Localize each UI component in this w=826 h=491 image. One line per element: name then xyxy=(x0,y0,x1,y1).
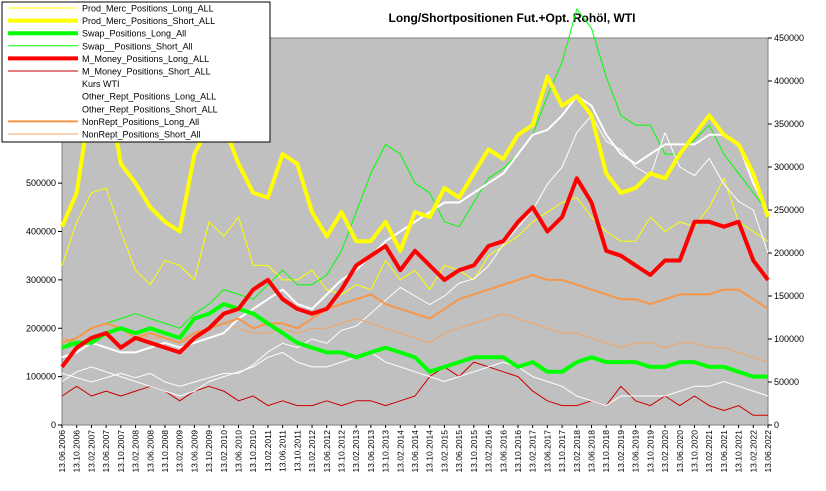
series-line-3 xyxy=(61,8,769,349)
x-tick-label: 13.02.2011 xyxy=(263,430,273,472)
y-left-tick-label: 200000 xyxy=(26,323,56,333)
y-right-tick-label: 450000 xyxy=(774,33,804,43)
y-right-tick-label: 400000 xyxy=(774,76,804,86)
y-right-tick-label: 200000 xyxy=(774,248,804,258)
x-tick-label: 13.02.2008 xyxy=(131,430,141,473)
y-right-tick-label: 100000 xyxy=(774,334,804,344)
x-tick-label: 13.06.2013 xyxy=(366,430,376,473)
x-tick-label: 13.10.2007 xyxy=(116,430,126,473)
y-right-tick-label: 350000 xyxy=(774,119,804,129)
x-tick-label: 13.02.2017 xyxy=(528,430,538,473)
y-right-tick-label: 50000 xyxy=(774,377,799,387)
y-left-tick-label: 100000 xyxy=(26,372,56,382)
x-tick-label: 13.02.2018 xyxy=(572,430,582,473)
x-tick-label: 13.10.2010 xyxy=(248,430,258,473)
x-tick-label: 13.02.2014 xyxy=(395,430,405,473)
x-tick-label: 13.02.2013 xyxy=(351,430,361,473)
x-tick-label: 13.10.2018 xyxy=(601,430,611,473)
series-line-9 xyxy=(61,274,769,344)
x-tick-label: 13.06.2022 xyxy=(763,430,773,473)
x-tick-label: 13.10.2019 xyxy=(645,430,655,473)
series-line-1 xyxy=(60,74,770,253)
legend-entry: NonRept_Positions_Long_All xyxy=(82,117,199,127)
x-tick-label: 13.02.2021 xyxy=(704,430,714,473)
legend-entry: Other_Rept_Positions_Long_ALL xyxy=(82,92,216,102)
x-tick-label: 13.02.2022 xyxy=(748,430,758,473)
series-line-7 xyxy=(61,95,769,359)
x-tick-label: 13.02.2010 xyxy=(219,430,229,473)
series-layer xyxy=(60,8,770,416)
y-right-tick-label: 250000 xyxy=(774,205,804,215)
x-tick-label: 13.06.2015 xyxy=(454,430,464,473)
x-tick-label: 13.10.2014 xyxy=(425,430,435,473)
x-tick-label: 13.06.2007 xyxy=(101,430,111,473)
x-tick-label: 13.10.2008 xyxy=(160,430,170,473)
legend-entry: M_Money_Positions_Short_ALL xyxy=(82,67,211,77)
y-left-tick-label: 500000 xyxy=(26,178,56,188)
y-right-tick-label: 150000 xyxy=(774,291,804,301)
x-axis: 13.06.2006 13.10.2006 13.02.2007 13.06.2007… xyxy=(57,425,773,473)
x-tick-label: 13.02.2007 xyxy=(86,430,96,473)
legend-entry: Other_Rept_Positions_Short_ALL xyxy=(82,104,218,114)
x-tick-label: 13.10.2015 xyxy=(469,430,479,473)
legend-entry: Prod_Merc_Positions_Long_ALL xyxy=(82,4,214,14)
x-tick-label: 13.10.2021 xyxy=(734,430,744,473)
x-tick-label: 13.06.2016 xyxy=(498,430,508,473)
x-tick-label: 13.02.2019 xyxy=(616,430,626,473)
legend-entry: Prod_Merc_Positions_Short_ALL xyxy=(82,16,215,26)
x-tick-label: 13.02.2009 xyxy=(175,430,185,473)
legend-box xyxy=(1,1,271,143)
x-tick-label: 13.06.2011 xyxy=(278,430,288,472)
legend-entry: Kurs WTI xyxy=(82,79,120,89)
x-tick-label: 13.06.2009 xyxy=(189,430,199,473)
x-tick-label: 13.10.2017 xyxy=(557,430,567,473)
legend: Prod_Merc_Positions_Long_ALL Prod_Merc_Po… xyxy=(1,1,271,143)
legend-entry: NonRept_Positions_Short_All xyxy=(82,130,201,140)
x-tick-label: 13.06.2006 xyxy=(57,430,67,473)
y-left-tick-label: 0 xyxy=(51,420,56,430)
legend-entry: Swap__Positions_Short_All xyxy=(82,41,193,51)
series-line-0 xyxy=(61,177,769,295)
x-tick-label: 13.06.2021 xyxy=(719,430,729,473)
series-line-8 xyxy=(61,351,769,407)
x-tick-label: 13.06.2017 xyxy=(542,430,552,473)
x-tick-label: 13.06.2019 xyxy=(631,430,641,473)
x-tick-label: 13.10.2006 xyxy=(72,430,82,473)
x-tick-label: 13.02.2012 xyxy=(307,430,317,473)
y-right-tick-label: 0 xyxy=(774,420,779,430)
series-line-2 xyxy=(61,302,768,379)
x-tick-label: 13.06.2010 xyxy=(234,430,244,473)
x-tick-label: 13.02.2020 xyxy=(660,430,670,473)
x-tick-label: 13.02.2015 xyxy=(439,430,449,473)
x-tick-label: 13.10.2011 xyxy=(292,430,302,472)
x-tick-label: 13.10.2012 xyxy=(336,430,346,473)
x-tick-label: 13.06.2008 xyxy=(145,430,155,473)
y-left-tick-label: 400000 xyxy=(26,227,56,237)
x-tick-label: 13.02.2016 xyxy=(484,430,494,473)
y-left-tick-label: 300000 xyxy=(26,275,56,285)
x-tick-label: 13.06.2012 xyxy=(322,430,332,473)
x-tick-label: 13.06.2014 xyxy=(410,430,420,473)
x-tick-label: 13.06.2018 xyxy=(587,430,597,473)
series-line-5 xyxy=(61,361,768,416)
y-right-tick-label: 300000 xyxy=(774,162,804,172)
x-tick-label: 13.10.2016 xyxy=(513,430,523,473)
x-tick-label: 13.10.2009 xyxy=(204,430,214,473)
legend-entry: Swap_Positions_Long_All xyxy=(82,29,186,39)
chart-title: Long/Shortpositionen Fut.+Opt. Rohöl, WT… xyxy=(389,11,636,25)
x-tick-label: 13.06.2020 xyxy=(675,430,685,473)
y-axis-right: 0 50000 100000 150000 200000 250000 300000 3500… xyxy=(768,33,804,430)
x-tick-label: 13.10.2013 xyxy=(381,430,391,473)
x-tick-label: 13.10.2020 xyxy=(689,430,699,473)
series-line-4 xyxy=(60,176,770,369)
legend-entry: M_Money_Positions_Long_ALL xyxy=(82,54,209,64)
